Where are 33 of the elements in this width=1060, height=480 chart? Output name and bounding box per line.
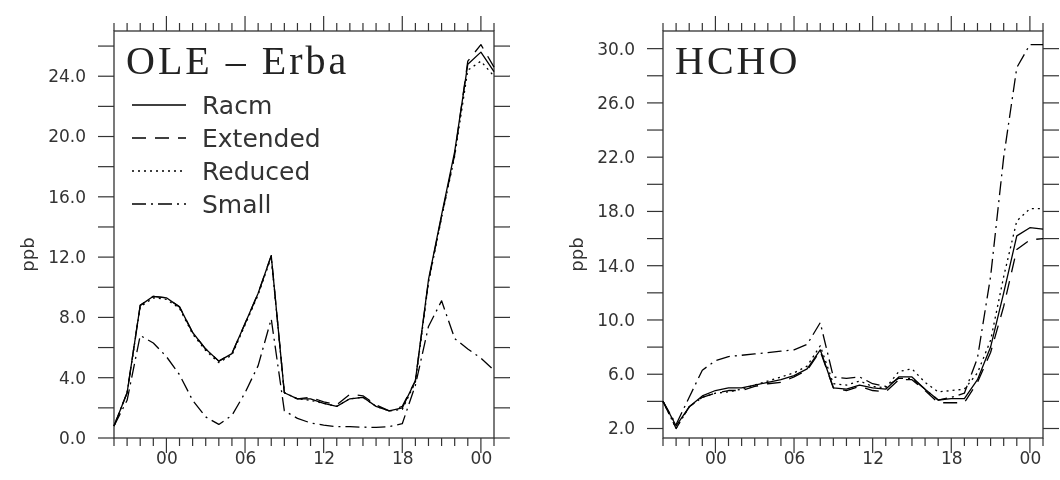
x-tick-label: 00 [1019,448,1042,469]
y-tick-label: 30.0 [597,38,635,59]
legend-label: Reduced [202,157,311,186]
x-tick-label: 00 [156,448,178,469]
x-tick-label: 18 [940,448,963,469]
x-tick-label: 12 [862,448,884,469]
y-tick-label: 18.0 [597,201,635,222]
y-axis-title: ppb [566,237,587,272]
y-tick-label: 4.0 [58,367,86,388]
y-tick-label: 24.0 [48,66,86,87]
y-tick-label: 0.0 [58,427,86,448]
y-tick-label: 26.0 [597,92,635,113]
legend-label: Racm [202,91,273,120]
y-tick-label: 22.0 [597,147,635,168]
y-tick-label: 10.0 [597,309,635,330]
chart-title: HCHO [675,38,801,83]
x-tick-label: 06 [234,448,257,469]
legend-label: Extended [202,124,321,153]
x-tick-label: 00 [705,448,727,469]
x-tick-label: 18 [391,448,414,469]
x-tick-label: 12 [313,448,335,469]
chart-title: OLE – Erba [126,38,350,83]
y-tick-label: 6.0 [607,364,635,385]
y-tick-label: 16.0 [48,186,86,207]
y-tick-label: 14.0 [597,255,635,276]
y-axis-title: ppb [17,237,38,272]
y-tick-label: 8.0 [58,307,86,328]
x-tick-label: 00 [470,448,493,469]
y-tick-label: 2.0 [607,418,635,439]
y-tick-label: 12.0 [48,247,86,268]
x-tick-label: 06 [783,448,806,469]
y-tick-label: 20.0 [48,126,86,147]
legend-label: Small [202,190,272,219]
